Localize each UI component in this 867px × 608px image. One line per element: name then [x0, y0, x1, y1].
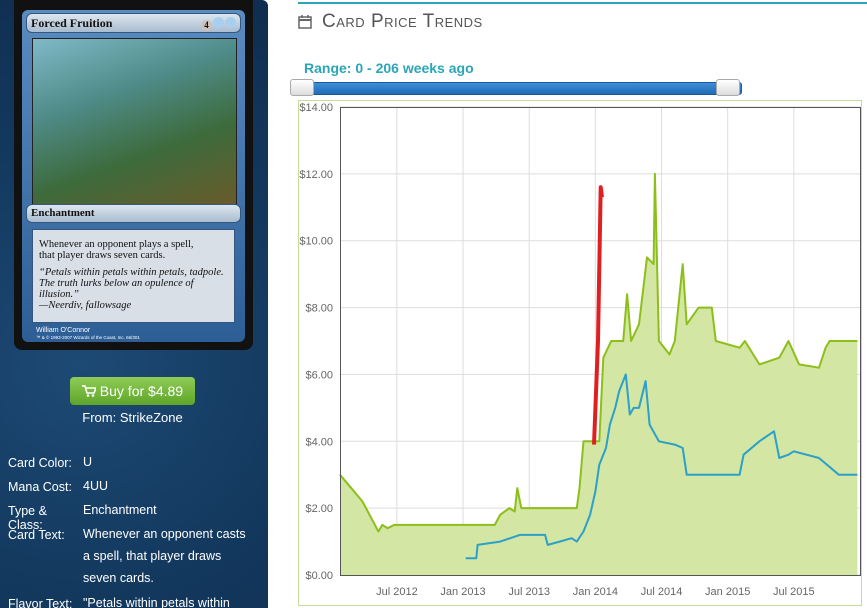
- card-name: Forced Fruition: [31, 16, 113, 30]
- y-tick-label: $6.00: [305, 369, 333, 381]
- x-tick-label: Jul 2015: [773, 586, 815, 598]
- buy-button[interactable]: Buy for $4.89: [70, 377, 195, 405]
- x-tick-label: Jan 2013: [440, 586, 485, 598]
- y-tick-label: $12.00: [299, 169, 333, 181]
- mana-blue: [213, 17, 224, 28]
- y-tick-label: $10.00: [299, 236, 333, 248]
- detail-value: Whenever an opponent casts a spell, that…: [83, 527, 246, 585]
- cart-icon: [81, 385, 98, 397]
- slider-handle[interactable]: [716, 79, 740, 96]
- flavor-line: —Neerdiv, fallowsage: [39, 300, 132, 311]
- card-art: [32, 38, 237, 208]
- flavor-line: The truth lurks below an opulence of ill…: [39, 278, 194, 300]
- detail-value: "Petals within petals within: [83, 596, 230, 608]
- price-line: [339, 172, 858, 533]
- chart-border: [298, 100, 862, 606]
- price-line: [592, 185, 604, 445]
- detail-label: Card Color:: [8, 456, 72, 470]
- buy-label: Buy for $4.89: [99, 383, 184, 399]
- flavor-line: “Petals within petals within petals, tad…: [39, 267, 224, 278]
- detail-value: 4UU: [83, 479, 109, 493]
- x-tick-label: Jul 2012: [376, 586, 418, 598]
- card-title-bar: Forced Fruition 4: [26, 13, 241, 33]
- detail-value: Enchantment: [83, 503, 157, 517]
- plot-frame: [340, 107, 861, 576]
- header-rule: [298, 2, 867, 4]
- y-tick-label: $4.00: [305, 436, 333, 448]
- detail-label: Card Text:: [8, 528, 65, 542]
- y-tick-label: $0.00: [305, 570, 333, 582]
- artist: William O'Connor: [36, 327, 91, 334]
- buy-source: From: StrikeZone: [82, 410, 183, 425]
- y-tick-label: $8.00: [305, 303, 333, 315]
- y-tick-label: $14.00: [299, 102, 333, 114]
- slider-handle[interactable]: [290, 79, 314, 96]
- card-type-bar: Enchantment: [26, 204, 241, 223]
- header-title: Card Price Trends: [322, 11, 483, 32]
- detail-value: U: [83, 455, 93, 469]
- x-tick-label: Jul 2014: [641, 586, 683, 598]
- price-line: [465, 373, 858, 560]
- x-tick-label: Jul 2013: [508, 586, 550, 598]
- y-tick-label: $2.00: [305, 503, 333, 515]
- x-tick-label: Jan 2015: [705, 586, 750, 598]
- x-tick-label: Jan 2014: [573, 586, 618, 598]
- detail-label: Type & Class:: [8, 504, 47, 532]
- mana-blue: [225, 17, 236, 28]
- card-frame: Forced Fruition 4 Enchantment Whenever a…: [22, 10, 245, 342]
- mana-cost: 4: [200, 17, 236, 32]
- card-type: Enchantment: [31, 207, 95, 219]
- detail-label: Mana Cost:: [8, 480, 72, 494]
- calendar-icon: [298, 15, 312, 29]
- range-label: Range: 0 - 206 weeks ago: [304, 60, 474, 76]
- mana-generic: 4: [201, 20, 212, 31]
- card-textbox: Whenever an opponent plays a spell, that…: [32, 229, 235, 323]
- card-image: Forced Fruition 4 Enchantment Whenever a…: [14, 0, 253, 350]
- card-panel: Forced Fruition 4 Enchantment Whenever a…: [0, 0, 268, 608]
- rules-line: that player draws seven cards.: [39, 250, 166, 261]
- detail-label: Flavor Text:: [8, 597, 73, 608]
- rules-line: Whenever an opponent plays a spell,: [39, 239, 194, 250]
- copyright: ™ & © 1993-2007 Wizards of the Coast, In…: [36, 335, 140, 340]
